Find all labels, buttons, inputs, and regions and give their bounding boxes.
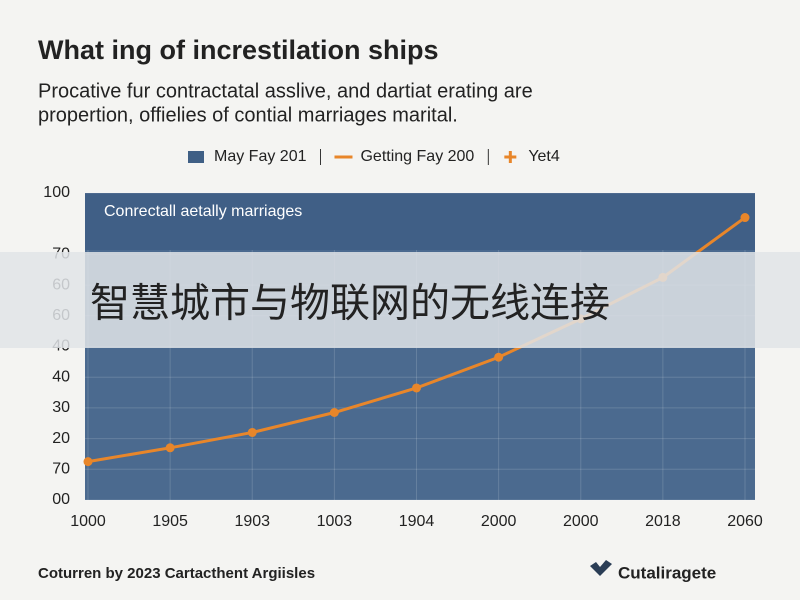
x-tick-label: 2060 xyxy=(727,513,763,530)
overlay-band xyxy=(0,252,800,348)
legend-swatch xyxy=(504,151,517,163)
y-tick-label: 20 xyxy=(52,430,70,447)
legend-label: Getting Fay 200 xyxy=(360,148,474,165)
band-label: Conrectall aetally marriages xyxy=(104,203,302,220)
y-tick-label: 100 xyxy=(43,184,70,201)
header-band xyxy=(85,193,755,250)
legend-label: May Fay 201 xyxy=(214,148,307,165)
point xyxy=(412,383,421,393)
y-tick-label: 40 xyxy=(52,368,70,385)
x-tick-label: 2000 xyxy=(481,513,517,530)
y-tick-label: 00 xyxy=(52,491,70,508)
x-tick-label: 2000 xyxy=(563,513,599,530)
point xyxy=(83,457,93,467)
x-tick-label: 1003 xyxy=(317,513,353,530)
point xyxy=(247,427,257,437)
subtitle: Procative fur contractatal asslive, and … xyxy=(38,80,533,102)
legend-swatch xyxy=(188,151,204,163)
point xyxy=(329,408,339,418)
point xyxy=(740,213,750,223)
overlay-text: 智慧城市与物联网的无线连接 xyxy=(90,282,610,326)
point xyxy=(494,352,504,362)
brand-logo xyxy=(590,560,612,576)
subtitle: propertion, offielies of contial marriag… xyxy=(38,104,458,126)
x-tick-label: 1903 xyxy=(234,513,270,530)
y-tick-label: 30 xyxy=(52,399,70,416)
footer: Coturren by 2023 Cartacthent Argiisles xyxy=(38,565,315,582)
chart-title: What ing of increstilation ships xyxy=(38,35,439,65)
brand: Cutaliragete xyxy=(618,563,716,582)
y-tick-label: 70 xyxy=(52,461,70,478)
x-tick-label: 1000 xyxy=(70,513,106,530)
legend-label: Yet4 xyxy=(528,148,560,165)
x-tick-label: 1904 xyxy=(399,513,435,530)
point xyxy=(165,443,175,453)
x-tick-label: 2018 xyxy=(645,513,681,530)
x-tick-label: 1905 xyxy=(152,513,188,530)
